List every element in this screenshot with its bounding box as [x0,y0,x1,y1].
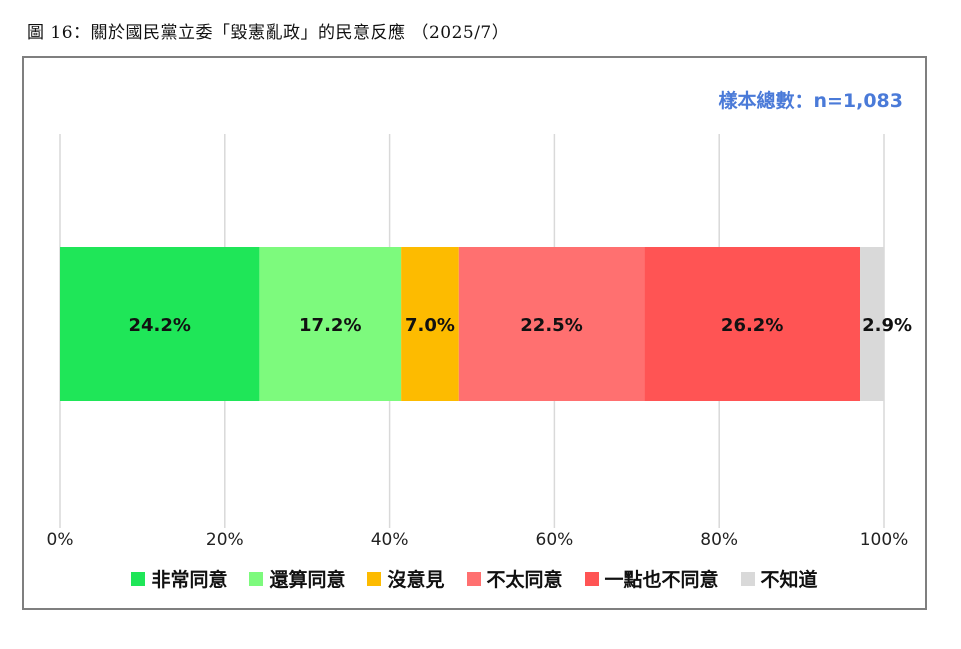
legend-item: 非常同意 [131,565,227,592]
legend-label: 非常同意 [151,569,228,591]
x-tick-label: 60% [536,530,574,550]
x-tick-label: 20% [206,530,244,550]
chart-legend: 非常同意 還算同意 沒意見 不太同意 一點也不同意 不知道 [24,565,925,592]
bar-segment [401,247,459,401]
bar-segment [60,247,260,401]
legend-item: 不太同意 [466,565,563,592]
bar-segment [259,247,402,401]
legend-label: 沒意見 [387,569,445,591]
legend-swatch [584,571,599,586]
bar-segment [860,247,884,401]
figure-caption: 圖 16：關於國民黨立委「毀憲亂政」的民意反應 （2025/7） [27,23,510,43]
data-label: 2.9% [862,315,912,336]
bar-segment [644,247,861,401]
data-label: 17.2% [299,315,361,336]
legend-item: 沒意見 [367,565,445,592]
data-label: 22.5% [520,315,582,336]
x-tick-label: 0% [47,530,74,550]
x-tick-label: 80% [700,530,738,550]
legend-label: 還算同意 [269,569,346,591]
sample-size-note: 樣本總數：n=1,083 [718,90,903,112]
x-tick-label: 100% [860,530,909,550]
legend-swatch [740,571,755,586]
legend-swatch [249,571,264,586]
legend-item: 一點也不同意 [584,565,719,592]
data-label: 26.2% [721,315,783,336]
legend-swatch [367,571,382,586]
chart-frame: 樣本總數：n=1,083 0% 20% 40% 60% 80% 100% 24.2% 17.2… [22,56,927,610]
data-label: 24.2% [128,315,190,336]
legend-item: 不知道 [740,565,818,592]
legend-label: 不太同意 [486,569,563,591]
x-tick-label: 40% [371,530,409,550]
legend-item: 還算同意 [249,565,345,592]
legend-label: 不知道 [760,569,818,591]
legend-swatch [131,571,146,586]
stacked-bar-chart: 0% 20% 40% 60% 80% 100% 24.2% 17.2% 7.0% 22.5% 26.… [47,134,912,550]
data-label: 7.0% [405,315,455,336]
bar-segment [458,247,645,401]
legend-label: 一點也不同意 [604,569,719,591]
legend-swatch [466,571,481,586]
